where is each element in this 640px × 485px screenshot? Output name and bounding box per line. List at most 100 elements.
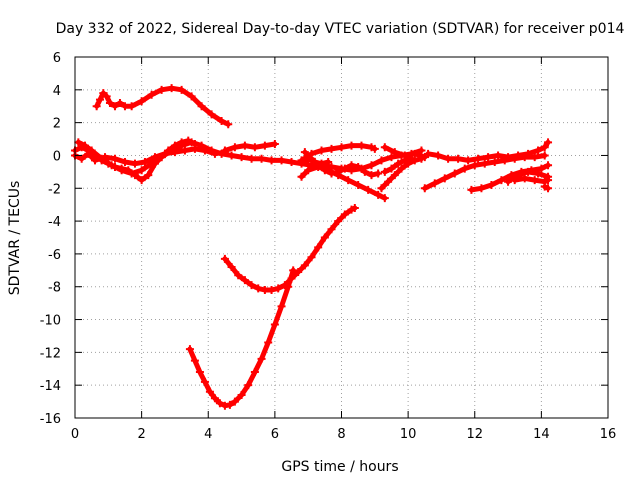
data-point (340, 164, 349, 173)
data-point (227, 263, 236, 272)
data-point (360, 167, 369, 176)
data-point (377, 184, 386, 193)
data-point (304, 166, 313, 175)
series-arc-j (380, 143, 429, 162)
grid (75, 57, 608, 418)
data-point (185, 345, 194, 354)
y-tick-label: -10 (40, 314, 61, 329)
x-tick-label: 4 (204, 427, 212, 442)
data-point (460, 164, 469, 173)
data-point (467, 185, 476, 194)
data-point (137, 97, 146, 106)
data-point (300, 261, 309, 270)
data-point (237, 153, 246, 162)
data-point (267, 156, 276, 165)
y-tick-label: -4 (48, 215, 61, 230)
data-point (487, 180, 496, 189)
data-point (217, 116, 226, 125)
data-point (314, 243, 323, 252)
data-point (380, 167, 389, 176)
data-point (387, 164, 396, 173)
data-point (327, 225, 336, 234)
data-point (287, 158, 296, 167)
data-point (544, 138, 553, 147)
data-point (420, 184, 429, 193)
data-point (250, 143, 259, 152)
data-point (544, 176, 553, 185)
data-point (407, 154, 416, 163)
data-point (207, 110, 216, 119)
data-point (80, 141, 89, 150)
data-point (367, 171, 376, 180)
data-point (484, 153, 493, 162)
data-point (520, 153, 529, 162)
data-point (307, 149, 316, 158)
data-point (367, 161, 376, 170)
series-arc-q (510, 174, 553, 186)
data-point (244, 381, 253, 390)
data-point (200, 377, 209, 386)
y-tick-label: -8 (48, 281, 61, 296)
series-line (299, 164, 388, 201)
data-point (137, 176, 146, 185)
data-point (387, 153, 396, 162)
data-point (197, 141, 206, 150)
data-point (444, 154, 453, 163)
data-point (417, 154, 426, 163)
data-point (364, 185, 373, 194)
data-point (474, 154, 483, 163)
data-point (324, 158, 333, 167)
data-point (157, 85, 166, 94)
data-point (289, 266, 298, 275)
data-point (380, 194, 389, 203)
data-point (294, 267, 303, 276)
data-point (284, 282, 293, 291)
data-point (117, 166, 126, 175)
data-point (530, 153, 539, 162)
data-point (390, 171, 399, 180)
data-point (102, 92, 111, 101)
data-point (107, 161, 116, 170)
data-point (274, 284, 283, 293)
data-point (374, 169, 383, 178)
data-point (534, 146, 543, 155)
data-point (417, 146, 426, 155)
y-tick-label: -16 (40, 412, 61, 427)
data-point (267, 286, 276, 295)
data-point (220, 146, 229, 155)
data-point (394, 159, 403, 168)
series-arc-k (377, 154, 426, 193)
data-point (544, 161, 553, 170)
data-point (195, 368, 204, 377)
data-point (450, 169, 459, 178)
data-point (544, 184, 553, 193)
data-series (71, 84, 553, 410)
data-point (180, 146, 189, 155)
data-point (334, 217, 343, 226)
data-point (110, 154, 119, 163)
data-point (90, 156, 99, 165)
data-point (470, 161, 479, 170)
data-point (177, 85, 186, 94)
chart-title: Day 332 of 2022, Sidereal Day-to-day VTE… (56, 21, 625, 37)
y-tick-label: 0 (53, 149, 61, 164)
data-point (230, 397, 239, 406)
y-tick-label: 6 (53, 51, 61, 66)
series-arc-r (540, 182, 553, 193)
data-point (320, 166, 329, 175)
data-point (477, 184, 486, 193)
series-arc-g (300, 148, 383, 180)
data-point (270, 139, 279, 148)
data-point (344, 176, 353, 185)
data-point (297, 172, 306, 181)
data-point (347, 161, 356, 170)
axis-ticks: 0 2 4 6 8 10 12 14 16 -16 -14 -12 -10 -8 -6 -4 -2 0 2 4 6 (40, 51, 617, 442)
data-point (537, 164, 546, 173)
data-point (347, 141, 356, 150)
data-point (105, 98, 114, 107)
series-arc-i (300, 154, 333, 168)
data-point (304, 154, 313, 163)
data-point (225, 400, 234, 409)
data-point (190, 356, 199, 365)
